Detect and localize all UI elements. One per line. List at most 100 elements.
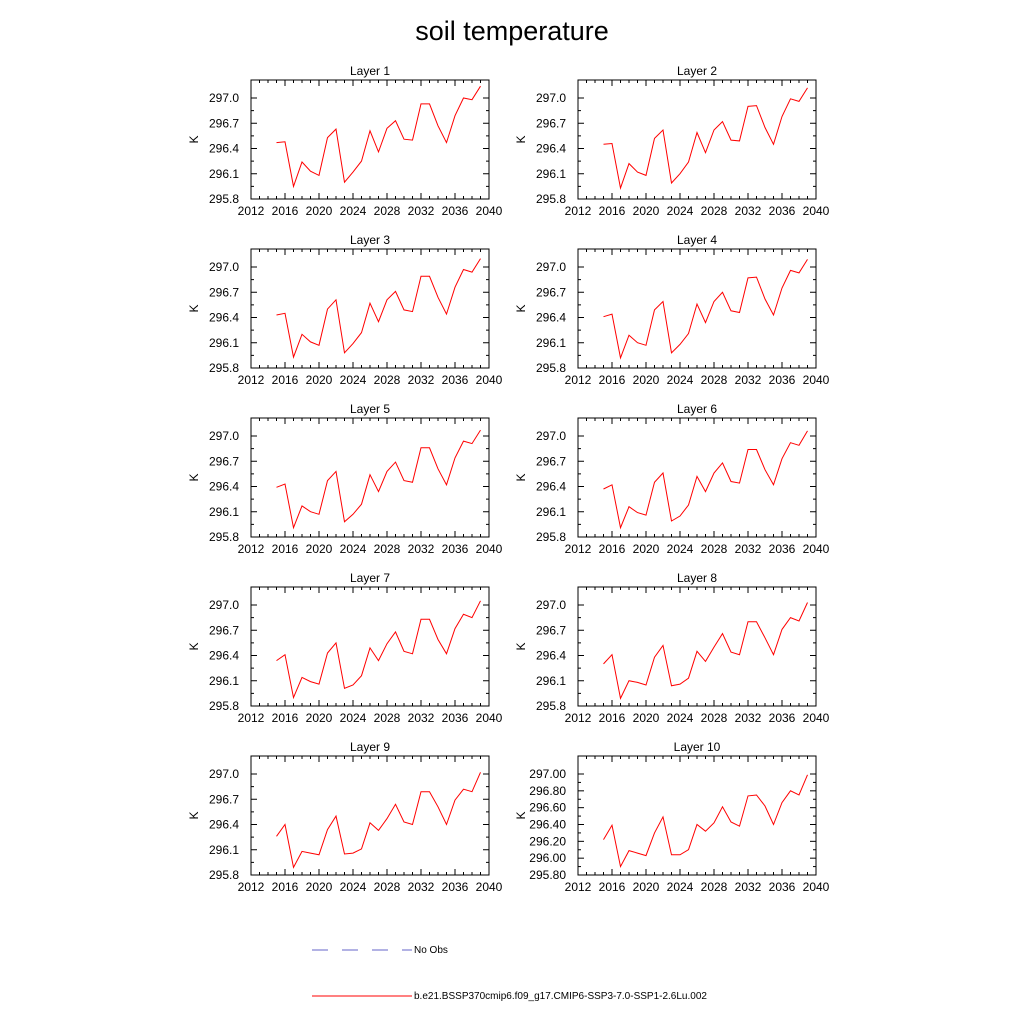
y-tick-label: 296.1 <box>209 336 239 350</box>
y-tick-label: 296.4 <box>536 480 566 494</box>
y-axis-label: K <box>187 473 201 481</box>
y-axis-label: K <box>187 811 201 819</box>
x-tick-label: 2028 <box>701 711 728 725</box>
y-tick-label: 296.1 <box>209 505 239 519</box>
y-tick-label: 296.4 <box>209 818 239 832</box>
panel-8: Layer 8 K 2012 2016 2020 2024 2028 2032 2036 2040… <box>514 571 830 725</box>
y-axis-label: K <box>514 473 528 481</box>
y-tick-label: 295.8 <box>209 868 239 882</box>
y-tick-label: 296.1 <box>536 505 566 519</box>
y-tick-label: 297.0 <box>209 91 239 105</box>
panel-4: Layer 4 K 2012 2016 2020 2024 2028 2032 2036 2040… <box>514 233 830 387</box>
y-tick-label: 296.4 <box>209 311 239 325</box>
x-tick-label: 2028 <box>374 711 401 725</box>
x-tick-label: 2020 <box>306 711 333 725</box>
series-line <box>276 772 481 869</box>
x-tick-label: 2032 <box>735 373 762 387</box>
y-tick-label: 297.0 <box>536 598 566 612</box>
x-tick-label: 2028 <box>701 204 728 218</box>
panel-title: Layer 2 <box>677 64 717 78</box>
plot-frame <box>250 417 490 538</box>
y-tick-label: 295.8 <box>209 530 239 544</box>
x-tick-label: 2012 <box>565 880 592 894</box>
panel-7: Layer 7 K 2012 2016 2020 2024 2028 2032 2036 2040… <box>187 571 503 725</box>
y-tick-label: 296.40 <box>529 818 566 832</box>
plot-frame <box>250 248 490 369</box>
x-tick-label: 2032 <box>408 880 435 894</box>
series-line <box>603 259 808 360</box>
panel-title: Layer 10 <box>674 740 721 754</box>
x-tick-label: 2024 <box>340 204 367 218</box>
y-tick-label: 296.4 <box>536 649 566 663</box>
series-line <box>603 87 808 191</box>
series-line <box>603 430 808 530</box>
y-tick-label: 295.80 <box>529 868 566 882</box>
panel-1: Layer 1 K 2012 2016 2020 2024 2028 2032 2036 2040… <box>187 64 503 218</box>
y-tick-label: 296.7 <box>209 116 239 130</box>
x-tick-label: 2028 <box>374 204 401 218</box>
y-tick-label: 296.4 <box>536 311 566 325</box>
panels-group: Layer 1 K 2012 2016 2020 2024 2028 2032 2036 2040… <box>187 64 830 894</box>
y-tick-label: 296.7 <box>209 285 239 299</box>
x-tick-label: 2036 <box>442 373 469 387</box>
y-tick-label: 296.4 <box>209 480 239 494</box>
x-tick-label: 2024 <box>667 711 694 725</box>
y-tick-label: 296.1 <box>536 336 566 350</box>
x-tick-label: 2020 <box>633 880 660 894</box>
x-tick-label: 2028 <box>374 373 401 387</box>
x-tick-label: 2020 <box>306 542 333 556</box>
panel-title: Layer 4 <box>677 233 717 247</box>
y-tick-label: 297.0 <box>536 91 566 105</box>
x-tick-label: 2020 <box>633 542 660 556</box>
x-tick-label: 2040 <box>476 542 503 556</box>
x-tick-label: 2040 <box>803 711 830 725</box>
x-tick-label: 2040 <box>476 373 503 387</box>
x-tick-label: 2036 <box>769 711 796 725</box>
y-tick-label: 296.60 <box>529 801 566 815</box>
x-tick-label: 2024 <box>667 373 694 387</box>
plot-frame <box>250 755 490 876</box>
series-line <box>276 85 481 189</box>
x-tick-label: 2032 <box>408 542 435 556</box>
y-axis-label: K <box>514 135 528 143</box>
x-tick-label: 2028 <box>701 373 728 387</box>
plot-frame <box>577 248 817 369</box>
legend: No Obs b.e21.BSSP370cmip6.f09_g17.CMIP6-S… <box>312 945 707 1002</box>
legend-label: No Obs <box>414 945 448 956</box>
series-line <box>276 600 481 700</box>
x-tick-label: 2036 <box>769 373 796 387</box>
x-tick-label: 2020 <box>633 204 660 218</box>
panel-title: Layer 9 <box>350 740 390 754</box>
y-tick-label: 296.1 <box>536 167 566 181</box>
y-tick-label: 296.4 <box>209 649 239 663</box>
y-tick-label: 297.0 <box>536 260 566 274</box>
x-tick-label: 2012 <box>238 711 265 725</box>
x-tick-label: 2032 <box>408 711 435 725</box>
x-tick-label: 2024 <box>340 880 367 894</box>
x-tick-label: 2012 <box>238 880 265 894</box>
y-axis-label: K <box>187 642 201 650</box>
y-axis-label: K <box>187 135 201 143</box>
x-tick-label: 2020 <box>633 373 660 387</box>
x-tick-label: 2012 <box>565 204 592 218</box>
x-tick-label: 2032 <box>735 711 762 725</box>
plot-frame <box>577 79 817 200</box>
x-tick-label: 2016 <box>599 880 626 894</box>
y-tick-label: 296.20 <box>529 834 566 848</box>
x-tick-label: 2012 <box>565 373 592 387</box>
x-tick-label: 2040 <box>476 711 503 725</box>
panel-title: Layer 5 <box>350 402 390 416</box>
x-tick-label: 2040 <box>803 880 830 894</box>
y-axis-label: K <box>514 642 528 650</box>
x-tick-label: 2028 <box>701 880 728 894</box>
x-tick-label: 2016 <box>272 880 299 894</box>
series-line <box>603 602 808 700</box>
y-tick-label: 295.8 <box>209 699 239 713</box>
panel-title: Layer 1 <box>350 64 390 78</box>
y-axis-label: K <box>514 304 528 312</box>
x-tick-label: 2012 <box>238 204 265 218</box>
x-tick-label: 2016 <box>599 204 626 218</box>
y-tick-label: 297.0 <box>209 260 239 274</box>
x-tick-label: 2028 <box>701 542 728 556</box>
